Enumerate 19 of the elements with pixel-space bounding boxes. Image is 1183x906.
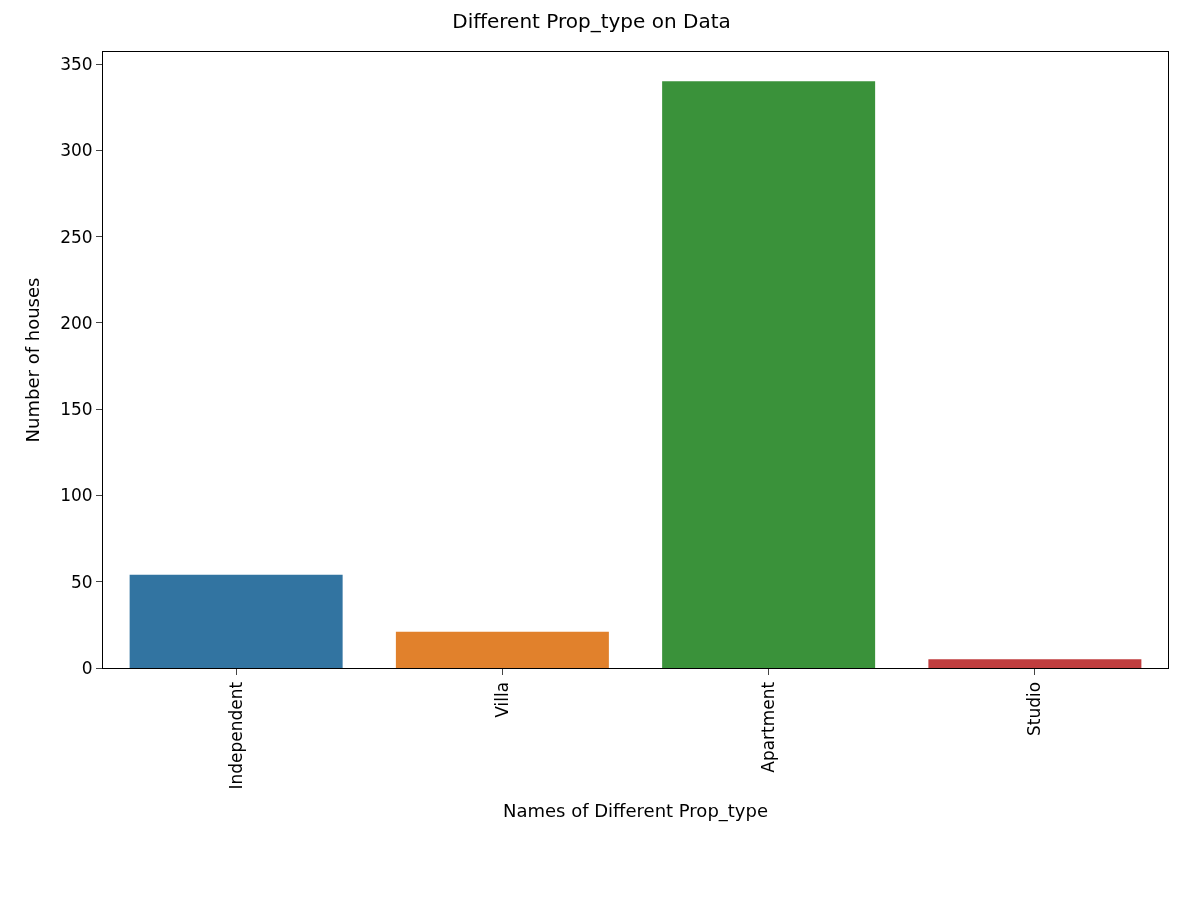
- x-tick-label: Studio: [1024, 681, 1045, 736]
- y-tick-label: 200: [60, 312, 93, 333]
- y-axis-title: Number of houses: [22, 277, 44, 443]
- y-tick-label: 150: [60, 399, 93, 420]
- x-tick-label: Apartment: [758, 681, 779, 773]
- y-tick-label: 0: [81, 657, 93, 678]
- y-tick-label: 300: [60, 140, 93, 161]
- chart-title: Different Prop_type on Data: [452, 9, 731, 33]
- x-tick-label: Villa: [491, 681, 512, 718]
- y-tick-label: 50: [70, 571, 93, 592]
- bar: [395, 631, 609, 668]
- bar: [129, 574, 343, 668]
- x-tick-label: Independent: [225, 681, 246, 790]
- x-axis-title: Names of Different Prop_type: [502, 799, 769, 822]
- y-tick-label: 350: [60, 54, 93, 75]
- bar: [928, 659, 1142, 668]
- y-tick-label: 100: [60, 485, 93, 506]
- y-tick-label: 250: [60, 226, 93, 247]
- bar: [662, 81, 876, 668]
